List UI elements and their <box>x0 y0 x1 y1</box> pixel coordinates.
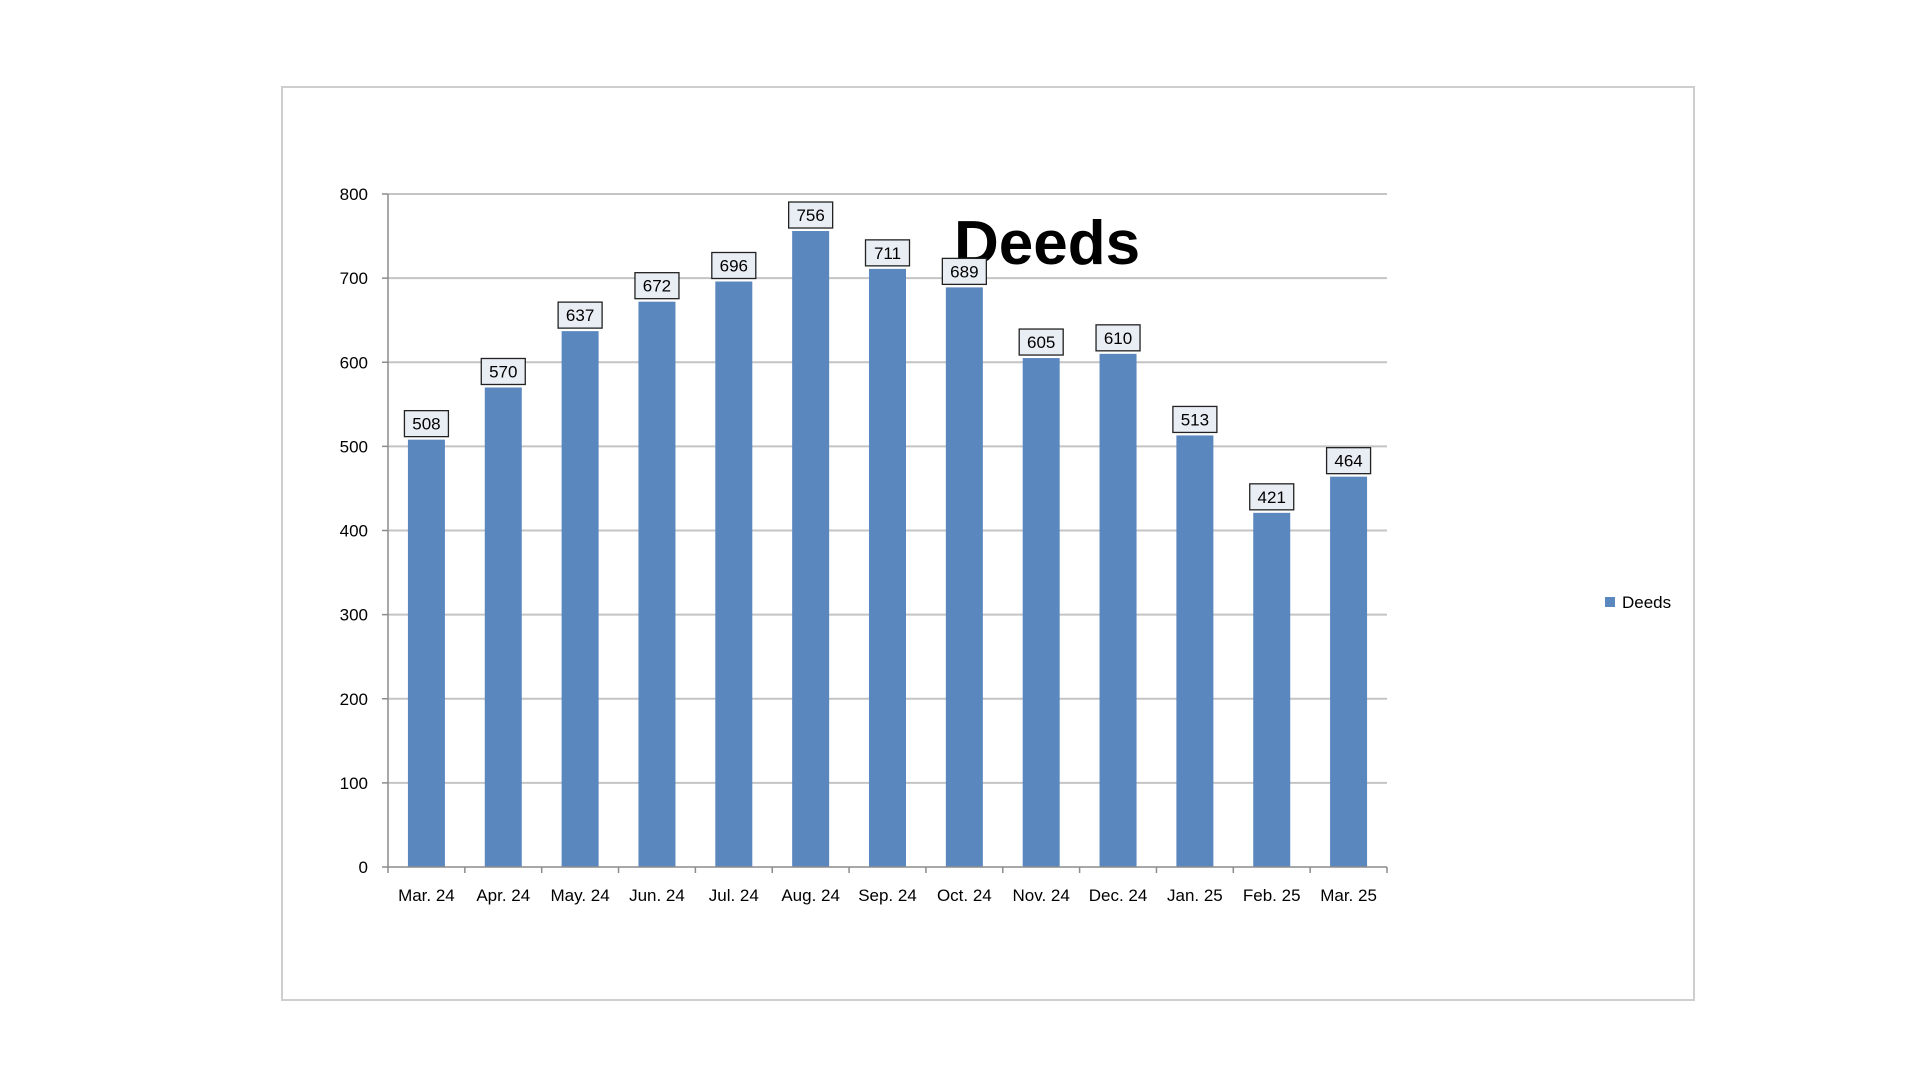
bar <box>945 287 983 867</box>
y-tick-label: 0 <box>359 858 368 877</box>
legend-swatch <box>1605 597 1615 607</box>
bar <box>561 331 599 867</box>
data-label: 689 <box>950 262 978 281</box>
data-label: 464 <box>1334 452 1362 471</box>
data-label: 756 <box>796 206 824 225</box>
bar <box>1022 358 1060 867</box>
legend: Deeds <box>1605 593 1671 612</box>
data-label: 605 <box>1027 333 1055 352</box>
x-tick-label: Sep. 24 <box>858 886 917 905</box>
legend-label: Deeds <box>1622 593 1671 612</box>
x-tick-label: Dec. 24 <box>1089 886 1148 905</box>
y-tick-label: 500 <box>340 437 368 456</box>
bars <box>407 231 1368 868</box>
x-tick-label: Jan. 25 <box>1167 886 1223 905</box>
data-label-box <box>557 301 603 329</box>
data-label: 508 <box>412 415 440 434</box>
bar <box>484 387 522 867</box>
y-tick-label: 100 <box>340 774 368 793</box>
bar <box>1330 476 1368 867</box>
data-label-box <box>1095 324 1141 352</box>
bar <box>1176 435 1214 867</box>
y-tick-label: 600 <box>340 353 368 372</box>
data-label-box <box>403 409 450 438</box>
x-tick-label: Jul. 24 <box>709 886 759 905</box>
data-label: 610 <box>1104 329 1132 348</box>
data-label: 513 <box>1181 410 1209 429</box>
x-tick-label: Aug. 24 <box>781 886 840 905</box>
bar <box>1099 353 1137 867</box>
bar <box>407 439 445 867</box>
y-tick-label: 200 <box>340 690 368 709</box>
data-label: 570 <box>489 362 517 381</box>
data-label-box <box>634 272 680 300</box>
data-label: 696 <box>720 256 748 275</box>
y-tick-label: 700 <box>340 269 368 288</box>
x-tick-label: Nov. 24 <box>1013 886 1070 905</box>
axes: 0 100 200 300 400 500 600 700 800 Mar. 24 Apr. 24 M… <box>340 185 1388 905</box>
x-tick-label: Feb. 25 <box>1243 886 1301 905</box>
bar <box>869 268 906 868</box>
data-label: 637 <box>566 306 594 325</box>
data-label-box <box>1325 447 1372 475</box>
data-label: 421 <box>1258 488 1286 507</box>
bar <box>792 231 830 867</box>
y-tick-label: 400 <box>340 522 368 541</box>
x-tick-label: Mar. 25 <box>1320 886 1377 905</box>
data-label-box <box>1018 328 1064 356</box>
data-label: 672 <box>643 277 671 296</box>
bar <box>715 281 753 867</box>
data-label-box <box>1249 483 1295 511</box>
y-tick-label: 800 <box>340 185 368 204</box>
bar <box>638 301 676 867</box>
chart-frame: Deeds 0 100 200 300 400 500 600 700 800 Mar. 24 Ap… <box>281 86 1695 1001</box>
bar <box>1253 512 1291 867</box>
x-tick-label: Jun. 24 <box>629 886 685 905</box>
data-labels: 508 570 637 672 696 756 711 689 605 610 513 421 464 <box>403 201 1372 511</box>
y-tick-label: 300 <box>340 606 368 625</box>
data-label: 711 <box>874 244 901 263</box>
data-label-box <box>1172 405 1218 434</box>
data-label-box <box>480 357 526 386</box>
bar-chart: Deeds 0 100 200 300 400 500 600 700 800 Mar. 24 Ap… <box>340 185 1672 905</box>
data-label-box <box>864 239 911 267</box>
data-label-box <box>711 251 757 280</box>
x-tick-label: Oct. 24 <box>937 886 992 905</box>
x-tick-label: Mar. 24 <box>398 886 455 905</box>
x-tick-label: Apr. 24 <box>476 886 530 905</box>
data-label-box <box>941 257 987 286</box>
x-tick-label: May. 24 <box>551 886 610 905</box>
data-label-box <box>788 201 834 229</box>
